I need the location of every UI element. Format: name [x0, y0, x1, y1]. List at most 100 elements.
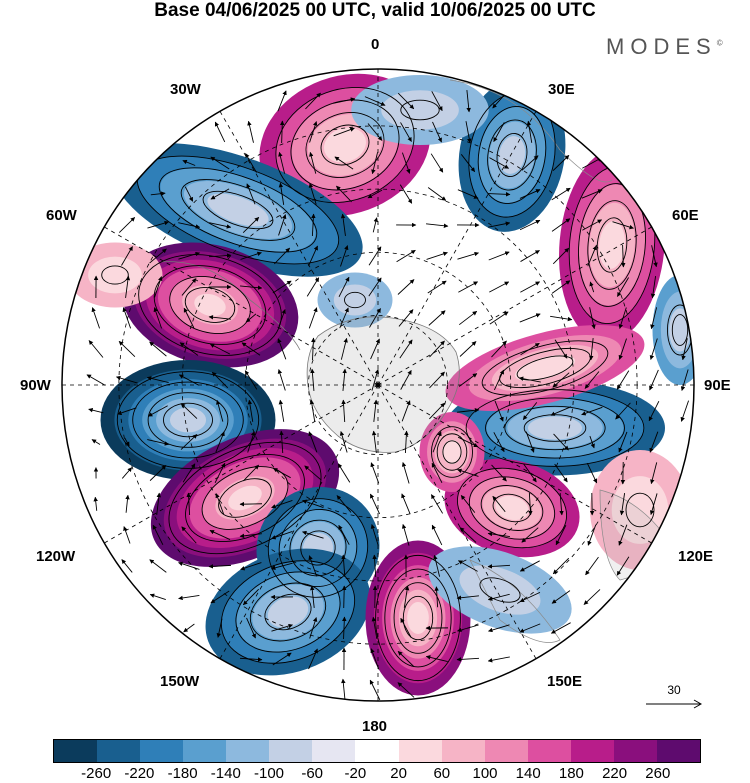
wind-arrow [340, 213, 346, 236]
brand-logo: MODES© [606, 34, 723, 60]
wind-arrow [302, 530, 324, 539]
wind-arrow [271, 623, 293, 632]
wind-arrow [123, 526, 131, 544]
wind-arrow [342, 616, 347, 640]
wind-arrow [491, 464, 507, 482]
wind-arrow [400, 369, 412, 390]
contour-lines [344, 291, 366, 309]
wind-arrow [149, 593, 166, 600]
contour-lines [275, 87, 415, 203]
wind-arrow [308, 183, 317, 205]
wind-arrow [149, 559, 167, 573]
lon-label-120e: 120E [678, 548, 714, 565]
wind-arrow [182, 463, 196, 483]
colorbar-swatch [54, 740, 98, 762]
wind-arrow [397, 682, 415, 698]
positive-anomaly [419, 412, 485, 492]
wind-arrow [178, 222, 201, 229]
wind-arrow [149, 341, 167, 357]
wind-arrow [459, 341, 477, 357]
colorbar-swatch [355, 740, 399, 762]
wind-arrow [523, 463, 537, 483]
wind-arrow [457, 189, 479, 199]
wind-arrow [182, 159, 196, 166]
wind-arrow [487, 656, 510, 663]
wind-arrow [308, 307, 318, 329]
colorbar-swatch [441, 740, 485, 762]
wind-arrow [147, 405, 168, 417]
colorbar-tick-label: 60 [433, 765, 451, 782]
wind-arrow [400, 617, 412, 638]
wind-arrow [649, 493, 658, 515]
colorbar-swatch [140, 740, 184, 762]
wind-arrow [180, 403, 198, 419]
wind-arrow [216, 399, 224, 422]
wind-arrow [520, 250, 540, 262]
wind-arrow [491, 340, 507, 358]
colorbar-tick-label: 220 [602, 765, 628, 782]
wind-arrow [364, 96, 386, 106]
wind-arrow [178, 594, 200, 601]
wind-arrow [427, 187, 447, 201]
contour-lines [138, 254, 282, 356]
wind-arrow [310, 368, 315, 391]
polar-stereographic-map [61, 68, 695, 702]
wind-arrow [519, 560, 540, 572]
wind-arrow [618, 338, 627, 360]
wind-arrow [521, 527, 539, 543]
wind-arrow [336, 495, 352, 513]
wind-arrow [426, 223, 449, 229]
wind-arrow [241, 342, 261, 356]
wind-arrow [460, 495, 476, 513]
wind-arrow [240, 562, 262, 571]
wind-arrow [370, 462, 380, 484]
wind-arrow [621, 244, 626, 268]
wind-arrow [338, 276, 350, 298]
wind-arrow [334, 156, 354, 170]
wind-arrow [371, 368, 380, 391]
copyright-mark: © [716, 38, 723, 48]
wind-arrow [457, 407, 480, 413]
colorbar-tick-label: -100 [253, 765, 285, 782]
colorbar [53, 739, 701, 763]
wind-arrow [240, 251, 262, 260]
wind-arrow [149, 465, 167, 481]
wind-vectors [86, 90, 690, 701]
wind-arrow [183, 623, 195, 633]
wind-arrow [493, 432, 505, 453]
wind-arrow [372, 217, 378, 233]
wind-arrow [648, 400, 660, 422]
wind-arrow [431, 91, 443, 112]
anomaly-contours [101, 87, 693, 682]
wind-arrow [456, 657, 480, 662]
wind-arrow [680, 369, 689, 391]
wind-arrow [583, 589, 601, 605]
wind-arrow [431, 524, 443, 546]
colorbar-tick-label: 260 [645, 765, 671, 782]
wind-arrow [278, 399, 285, 422]
wind-arrow [369, 308, 381, 328]
wind-arrow [487, 192, 511, 197]
wind-arrow [304, 465, 322, 481]
wind-arrow [370, 524, 379, 546]
colorbar-swatch [527, 740, 571, 762]
wind-arrow [210, 590, 230, 604]
wind-arrow [397, 279, 415, 295]
colorbar-swatch [613, 740, 657, 762]
wind-arrow [336, 185, 352, 203]
wind-arrow [339, 431, 348, 453]
wind-arrow [554, 463, 568, 483]
wind-arrow [371, 152, 379, 175]
geopotential-anomaly-field [67, 73, 694, 696]
lon-label-180: 180 [362, 718, 388, 735]
wind-arrow [242, 216, 260, 234]
wind-arrow [215, 493, 225, 515]
wind-arrow [272, 280, 292, 294]
wind-arrow [302, 499, 324, 508]
wind-arrow [147, 220, 169, 229]
colorbar-tick-label: -20 [344, 765, 367, 782]
wind-arrow [458, 281, 479, 293]
south-pole-marker [375, 382, 381, 388]
wind-arrow [459, 527, 477, 543]
wind-arrow [246, 617, 256, 639]
